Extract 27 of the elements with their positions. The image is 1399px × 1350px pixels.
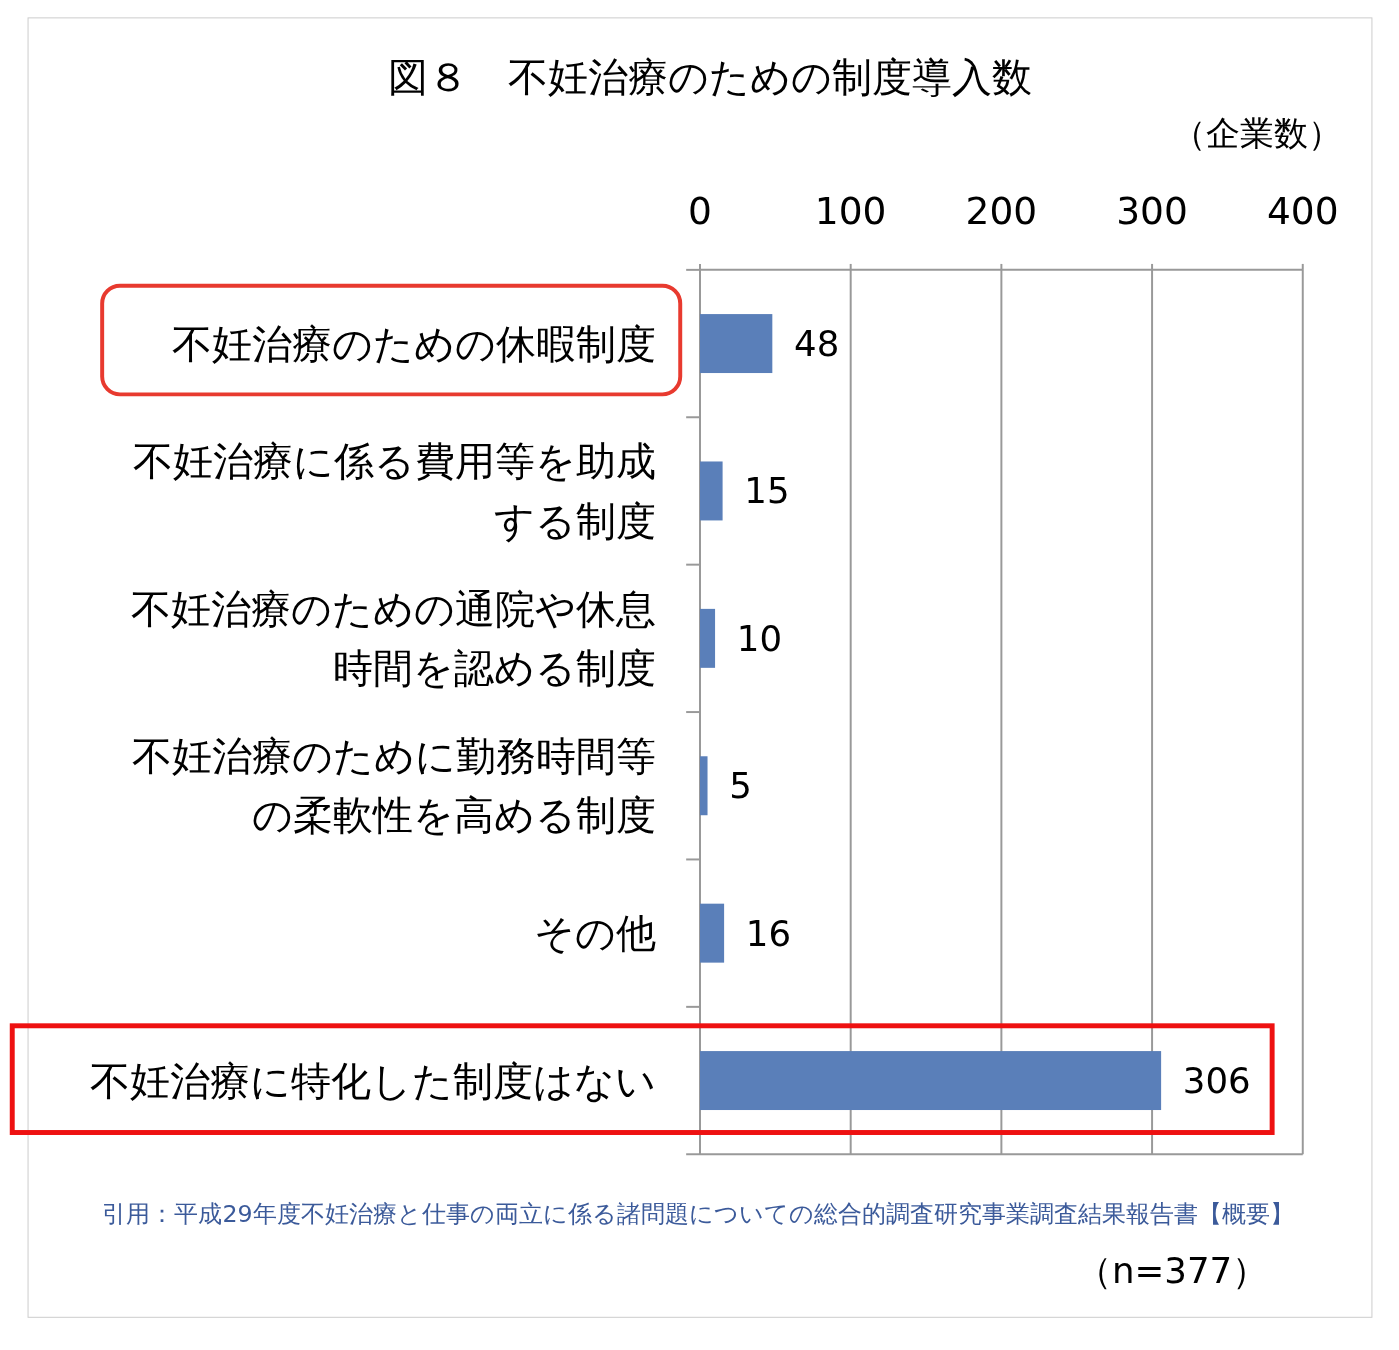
bar xyxy=(699,461,723,521)
data-label: 10 xyxy=(736,617,783,659)
y-tick-label: 不妊治療のための休暇制度 xyxy=(171,320,656,367)
x-tick-label: 100 xyxy=(814,188,887,233)
data-label: 5 xyxy=(729,765,752,807)
bar xyxy=(699,756,708,816)
data-label: 48 xyxy=(794,323,840,365)
bar xyxy=(699,608,716,668)
data-label: 16 xyxy=(745,912,792,954)
x-tick-label: 300 xyxy=(1116,188,1188,233)
x-tick-label: 200 xyxy=(965,188,1038,233)
y-tick-label: 不妊治療に特化した制度はない xyxy=(89,1057,656,1104)
data-label: 306 xyxy=(1182,1060,1251,1102)
text: （企業数） xyxy=(1172,113,1343,153)
bar xyxy=(699,1051,1162,1111)
text: （n=377） xyxy=(1075,1250,1269,1292)
bar xyxy=(699,903,725,963)
bar xyxy=(699,314,773,374)
chart-title: 図８ 不妊治療のための制度導入数 xyxy=(387,54,1032,101)
y-tick-label: 不妊治療のための通院や休息時間を認める制度 xyxy=(130,585,656,691)
y-tick-label: 不妊治療のために勤務時間等の柔軟性を高める制度 xyxy=(131,733,656,839)
data-label: 15 xyxy=(744,470,790,512)
text: 引用：平成29年度不妊治療と仕事の両立に係る諸問題についての総合的調査研究事業調査結果報告書【概要】 xyxy=(102,1199,1294,1228)
x-tick-label: 0 xyxy=(688,188,712,233)
y-tick-label: 不妊治療に係る費用等を助成する制度 xyxy=(132,438,656,544)
x-tick-label: 400 xyxy=(1266,188,1339,233)
y-tick-label: その他 xyxy=(533,910,656,957)
